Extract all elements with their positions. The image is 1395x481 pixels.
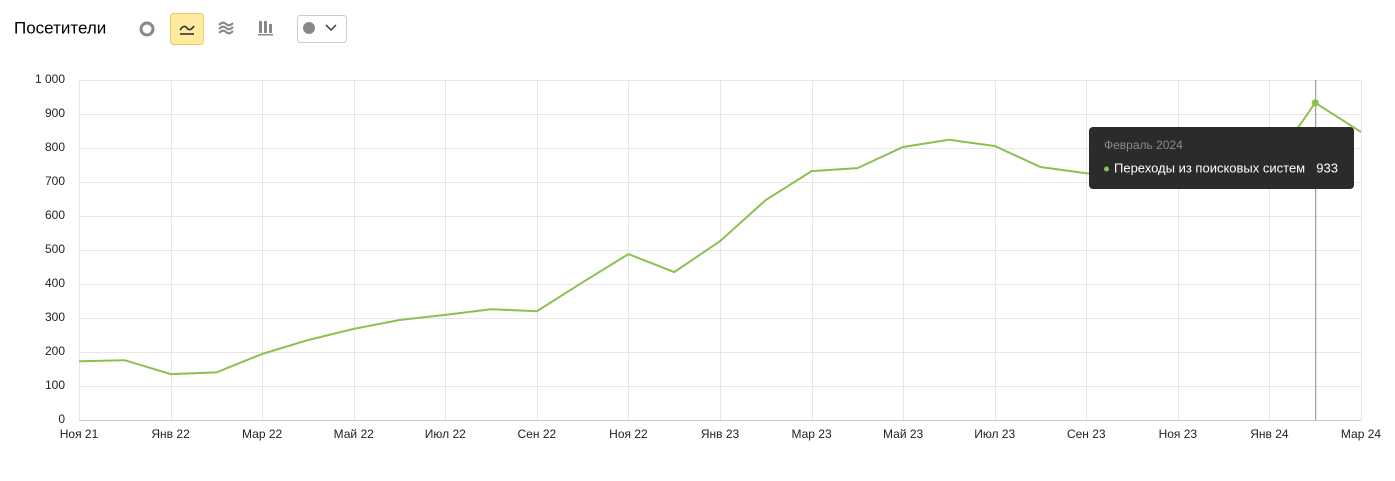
y-tick-label: 400 <box>45 276 65 290</box>
y-tick-label: 500 <box>45 242 65 256</box>
bar-button[interactable] <box>258 21 273 36</box>
pie-button[interactable] <box>139 21 155 37</box>
area-button[interactable] <box>218 21 234 35</box>
y-tick-label: 800 <box>45 140 65 154</box>
x-tick-label: Май 22 <box>334 427 375 441</box>
y-tick-label: 600 <box>45 208 65 222</box>
hover-point <box>1311 99 1319 107</box>
x-tick-label: Янв 22 <box>151 427 190 441</box>
x-tick-label: Ноя 22 <box>609 427 648 441</box>
tooltip-series: Переходы из поисковых систем <box>1114 160 1305 175</box>
x-tick-label: Сен 22 <box>518 427 557 441</box>
plot: 0 100 200 300 400 500 600 700 800 900 1 000 Ноя 21 Я… <box>35 72 1381 441</box>
y-tick-label: 0 <box>58 412 65 426</box>
y-tick-label: 700 <box>45 174 65 188</box>
x-tick-label: Янв 23 <box>701 427 740 441</box>
chart-title: Посетители <box>14 18 106 37</box>
y-tick-label: 1 000 <box>35 72 65 86</box>
x-tick-label: Янв 24 <box>1250 427 1289 441</box>
x-tick-label: Май 23 <box>883 427 924 441</box>
tooltip-title: Февраль 2024 <box>1104 138 1183 152</box>
y-tick-label: 200 <box>45 344 65 358</box>
y-tick-label: 100 <box>45 378 65 392</box>
line-button[interactable] <box>170 13 204 45</box>
x-tick-label: Июл 22 <box>425 427 466 441</box>
x-tick-label: Сен 23 <box>1067 427 1106 441</box>
x-tick-label: Ноя 21 <box>60 427 99 441</box>
x-tick-label: Мар 23 <box>791 427 831 441</box>
annotation-dropdown[interactable] <box>297 15 347 43</box>
x-tick-label: Мар 24 <box>1341 427 1381 441</box>
y-tick-label: 900 <box>45 106 65 120</box>
tooltip-value: 933 <box>1316 160 1338 175</box>
x-tick-label: Ноя 23 <box>1159 427 1198 441</box>
y-tick-label: 300 <box>45 310 65 324</box>
tooltip-box <box>1089 127 1354 189</box>
tooltip: Февраль 2024 Переходы из поисковых систем… <box>1089 127 1354 189</box>
x-tick-label: Мар 22 <box>242 427 282 441</box>
x-tick-label: Июл 23 <box>974 427 1015 441</box>
tooltip-dot <box>1104 166 1109 172</box>
